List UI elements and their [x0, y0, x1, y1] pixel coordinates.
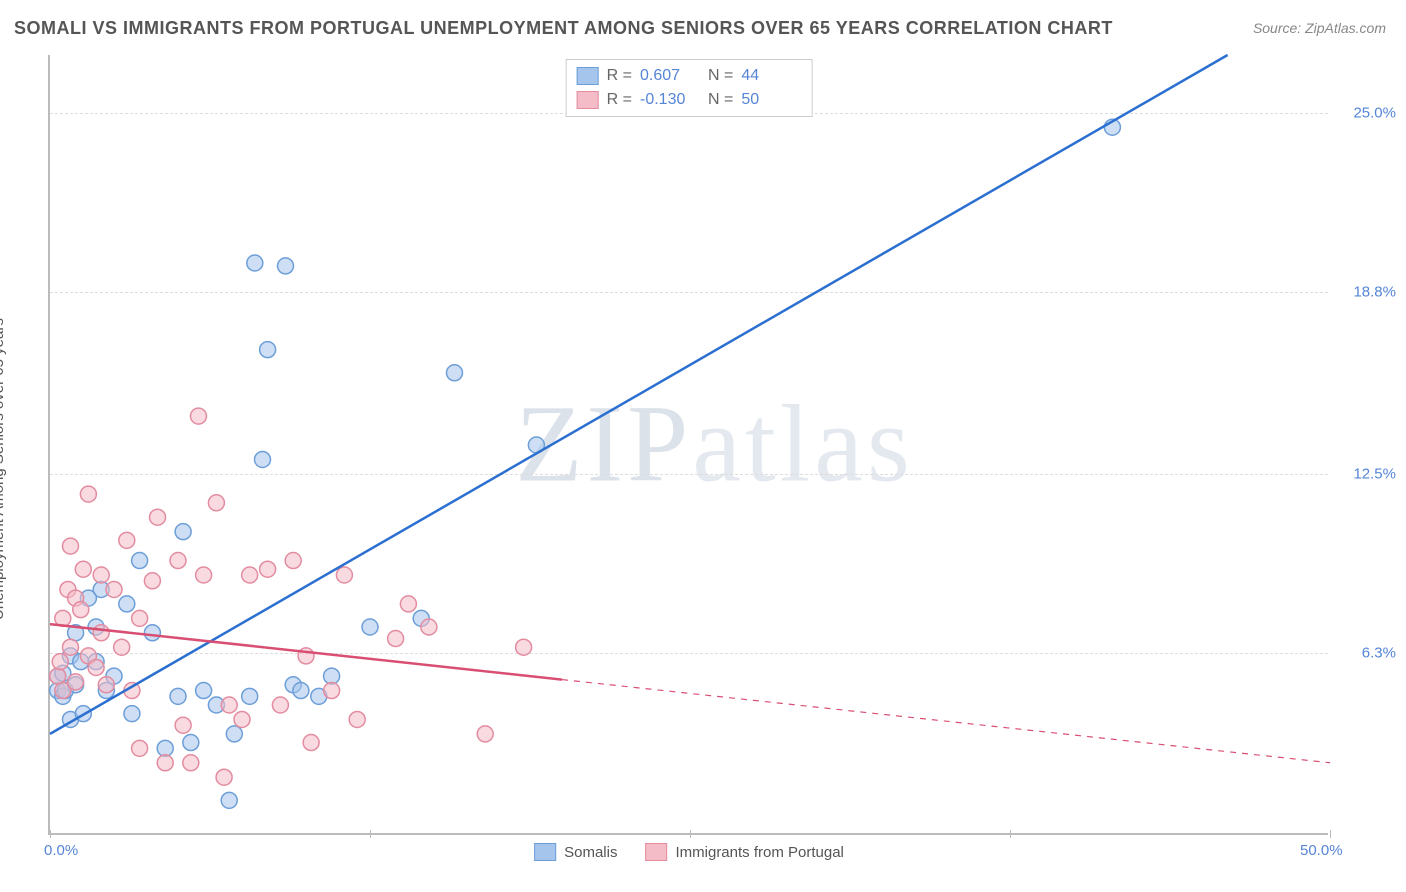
scatter-point [132, 553, 148, 569]
scatter-point [196, 567, 212, 583]
scatter-point [324, 683, 340, 699]
stat-n-label: N = [708, 88, 733, 112]
scatter-point [254, 451, 270, 467]
legend-item: Somalis [534, 843, 617, 861]
stat-n-value: 44 [741, 64, 801, 88]
scatter-point [175, 717, 191, 733]
scatter-point [516, 639, 532, 655]
scatter-point [388, 631, 404, 647]
scatter-point [221, 697, 237, 713]
scatter-point [68, 674, 84, 690]
scatter-point [119, 596, 135, 612]
scatter-point [106, 581, 122, 597]
scatter-point [278, 258, 294, 274]
scatter-point [183, 735, 199, 751]
scatter-point [80, 486, 96, 502]
scatter-point [132, 740, 148, 756]
scatter-point [226, 726, 242, 742]
scatter-point [196, 683, 212, 699]
stat-r-label: R = [607, 88, 632, 112]
scatter-point [73, 602, 89, 618]
source-attribution: Source: ZipAtlas.com [1253, 20, 1386, 36]
scatter-point [170, 553, 186, 569]
scatter-point [150, 509, 166, 525]
chart-title: SOMALI VS IMMIGRANTS FROM PORTUGAL UNEMP… [14, 18, 1113, 39]
stat-r-value: -0.130 [640, 88, 700, 112]
scatter-point [216, 769, 232, 785]
scatter-point [260, 342, 276, 358]
scatter-point [93, 567, 109, 583]
stat-n-label: N = [708, 64, 733, 88]
scatter-point [303, 735, 319, 751]
scatter-point [170, 688, 186, 704]
y-axis-label: Unemployment Among Seniors over 65 years [0, 318, 7, 620]
scatter-point [75, 561, 91, 577]
scatter-point [293, 683, 309, 699]
scatter-point [336, 567, 352, 583]
y-tick-label: 6.3% [1362, 645, 1396, 662]
scatter-point [88, 659, 104, 675]
scatter-point [93, 625, 109, 641]
scatter-point [362, 619, 378, 635]
scatter-point [157, 755, 173, 771]
scatter-point [62, 639, 78, 655]
y-tick-label: 18.8% [1353, 283, 1396, 300]
stat-n-value: 50 [741, 88, 801, 112]
scatter-point [446, 365, 462, 381]
y-tick-label: 12.5% [1353, 465, 1396, 482]
legend-stats-row: R = -0.130 N = 50 [577, 88, 802, 112]
scatter-point [52, 654, 68, 670]
scatter-point [477, 726, 493, 742]
scatter-point [157, 740, 173, 756]
scatter-point [175, 524, 191, 540]
scatter-point [144, 573, 160, 589]
regression-line-dashed [562, 680, 1330, 763]
x-tick-label: 50.0% [1300, 842, 1343, 859]
legend-swatch [645, 843, 667, 861]
plot-area: ZIPatlas 6.3%12.5%18.8%25.0% 0.0%50.0% R… [48, 55, 1328, 835]
scatter-point [400, 596, 416, 612]
bottom-legend: Somalis Immigrants from Portugal [534, 843, 844, 861]
scatter-point [324, 668, 340, 684]
regression-line [50, 55, 1228, 734]
legend-label: Somalis [564, 844, 617, 861]
y-tick-label: 25.0% [1353, 104, 1396, 121]
scatter-point [114, 639, 130, 655]
scatter-point [234, 711, 250, 727]
scatter-point [208, 495, 224, 511]
scatter-point [119, 532, 135, 548]
scatter-point [247, 255, 263, 271]
chart-container: SOMALI VS IMMIGRANTS FROM PORTUGAL UNEMP… [0, 0, 1406, 892]
scatter-point [421, 619, 437, 635]
scatter-point [132, 610, 148, 626]
legend-swatch [577, 67, 599, 85]
scatter-point [285, 553, 301, 569]
scatter-point [124, 706, 140, 722]
scatter-point [272, 697, 288, 713]
legend-item: Immigrants from Portugal [645, 843, 843, 861]
scatter-point [98, 677, 114, 693]
stat-r-label: R = [607, 64, 632, 88]
scatter-point [183, 755, 199, 771]
x-tick [1330, 830, 1331, 838]
legend-stats-box: R = 0.607 N = 44 R = -0.130 N = 50 [566, 59, 813, 117]
scatter-point [190, 408, 206, 424]
scatter-point [50, 668, 66, 684]
scatter-point [221, 792, 237, 808]
scatter-point [349, 711, 365, 727]
scatter-point [144, 625, 160, 641]
legend-swatch [534, 843, 556, 861]
stat-r-value: 0.607 [640, 64, 700, 88]
legend-swatch [577, 91, 599, 109]
scatter-point [242, 688, 258, 704]
scatter-point [242, 567, 258, 583]
scatter-point [62, 538, 78, 554]
scatter-point [260, 561, 276, 577]
plot-svg [50, 55, 1328, 833]
legend-label: Immigrants from Portugal [675, 844, 843, 861]
legend-stats-row: R = 0.607 N = 44 [577, 64, 802, 88]
x-tick-label: 0.0% [44, 842, 78, 859]
